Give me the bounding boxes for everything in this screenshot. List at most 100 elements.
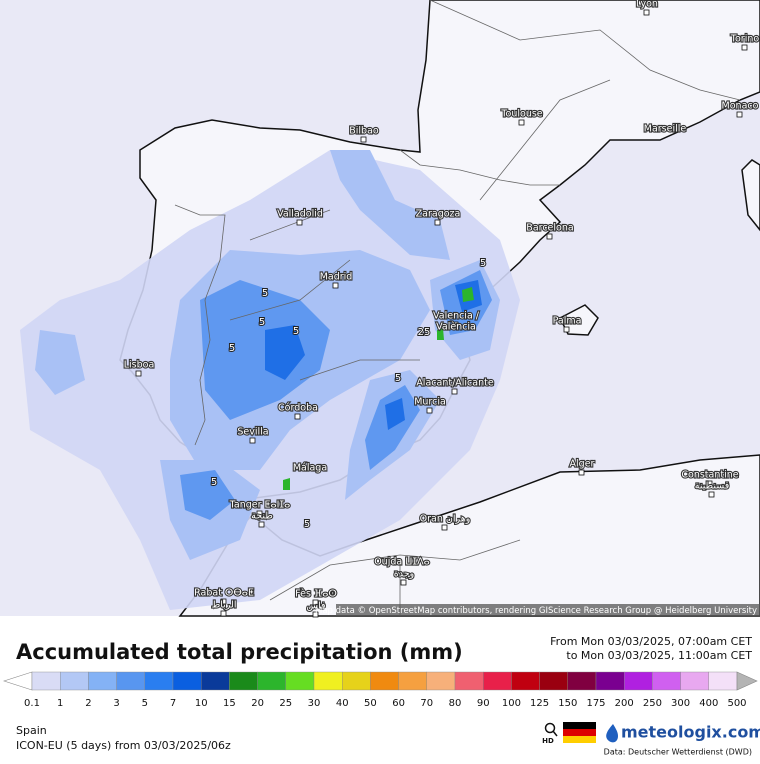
city-label: فاس xyxy=(306,601,325,612)
city-marker xyxy=(220,610,227,617)
colorbar-label: 125 xyxy=(530,698,549,709)
contour-label: 5 xyxy=(211,477,217,488)
city-label: Zaragoza xyxy=(416,209,461,220)
under-arrow xyxy=(3,671,33,691)
model-run: ICON-EU (5 days) from 03/03/2025/06z xyxy=(16,739,231,752)
city-label: Palma xyxy=(553,316,582,327)
colorbar-label: 10 xyxy=(195,698,208,709)
city-marker xyxy=(296,219,303,226)
city-label: وجدة xyxy=(394,569,414,580)
city-marker xyxy=(546,233,553,240)
colorbar-label: 175 xyxy=(586,698,605,709)
city-marker xyxy=(294,413,301,420)
colorbar-label: 5 xyxy=(142,698,148,709)
color-box xyxy=(454,671,484,691)
city-marker xyxy=(426,407,433,414)
city-label: Constantine xyxy=(681,470,738,481)
brand[interactable]: meteologix.com xyxy=(606,723,760,743)
colorbar-label: 30 xyxy=(308,698,321,709)
precip-3 xyxy=(180,270,492,520)
city-label: Torino xyxy=(730,34,760,45)
city-label: Bilbao xyxy=(349,126,379,137)
colorbar-label: 15 xyxy=(223,698,236,709)
legend-title: Accumulated total precipitation (mm) xyxy=(16,640,463,664)
contour-label: 5 xyxy=(293,326,299,337)
city-marker xyxy=(741,44,748,51)
color-box xyxy=(539,671,568,691)
city-label: Lyon xyxy=(636,0,658,10)
color-box xyxy=(116,671,145,691)
city-label: Marseille xyxy=(644,124,687,135)
city-label: Toulouse xyxy=(500,109,542,120)
city-label: Tanger ⵟⴰⵏⵊⴰ xyxy=(229,500,291,511)
attribution: Map data © OpenStreetMap contributors, r… xyxy=(315,606,757,616)
colorbar-label: 100 xyxy=(502,698,521,709)
color-box xyxy=(285,671,315,691)
color-box xyxy=(567,671,597,691)
colorbar-label: 0.1 xyxy=(24,698,40,709)
city-marker xyxy=(220,598,227,605)
colorbar-label: 400 xyxy=(699,698,718,709)
city-marker xyxy=(135,370,142,377)
precip-5 xyxy=(265,280,482,430)
hd-icon: HD xyxy=(542,722,558,745)
color-box xyxy=(483,671,512,691)
city-marker xyxy=(256,510,263,517)
border-france xyxy=(429,0,741,201)
city-label: Barcelona xyxy=(526,223,573,234)
color-box xyxy=(708,671,738,691)
color-box xyxy=(680,671,709,691)
city-label: Valencia / xyxy=(433,311,480,322)
data-source: Data: Deutscher Wetterdienst (DWD) xyxy=(604,748,752,757)
contour-label: 5 xyxy=(262,288,268,299)
city-marker xyxy=(708,491,715,498)
color-box xyxy=(257,671,287,691)
color-box xyxy=(511,671,540,691)
corsica xyxy=(741,159,760,232)
city-label: València xyxy=(436,322,476,333)
city-label: Alger xyxy=(570,459,595,470)
city-label: Córdoba xyxy=(278,403,318,414)
city-label: الرباط xyxy=(211,600,236,611)
city-marker xyxy=(736,111,743,118)
flag-gold xyxy=(563,736,596,743)
magnifier xyxy=(544,722,556,734)
colorbar-label: 25 xyxy=(279,698,292,709)
color-box xyxy=(426,671,456,691)
city-marker xyxy=(258,521,265,528)
flag-germany[interactable] xyxy=(563,722,596,743)
colorbar-label: 7 xyxy=(170,698,176,709)
border-pyrenees xyxy=(399,149,560,186)
flag-red xyxy=(563,729,596,736)
map: Lyon Torino Monaco Toulouse Marseille Bilbao Z… xyxy=(0,0,760,618)
city-marker xyxy=(452,321,459,328)
city-label: Sevilla xyxy=(237,427,268,438)
city-marker xyxy=(249,437,256,444)
color-box xyxy=(200,671,230,691)
colorbar-label: 3 xyxy=(113,698,119,709)
city-label: Fès ⴼⴰⵙ xyxy=(295,589,337,600)
colorbar-label: 70 xyxy=(420,698,433,709)
over-arrow xyxy=(736,671,758,691)
contour-label: 5 xyxy=(304,519,310,530)
colorbar-label: 40 xyxy=(336,698,349,709)
city-marker xyxy=(706,480,713,487)
colorbar-label: 500 xyxy=(727,698,746,709)
contour-label: 5 xyxy=(395,373,401,384)
city-marker xyxy=(312,611,319,618)
color-box xyxy=(652,671,681,691)
color-box xyxy=(313,671,343,691)
colorbar-label: 90 xyxy=(477,698,490,709)
city-marker xyxy=(563,326,570,333)
contour-label: 5 xyxy=(229,343,235,354)
city-label: Monaco xyxy=(722,101,759,112)
hd-label[interactable]: HD xyxy=(542,737,554,745)
city-marker xyxy=(578,469,585,476)
brand-name: meteologix.com xyxy=(621,723,760,742)
color-box xyxy=(144,671,174,691)
city-marker xyxy=(643,9,650,16)
colorbar-label: 300 xyxy=(671,698,690,709)
city-label: Oujda ⵡⵊⴷⴰ xyxy=(374,557,430,568)
color-box xyxy=(172,671,202,691)
city-label: Oran وهران xyxy=(420,514,471,525)
